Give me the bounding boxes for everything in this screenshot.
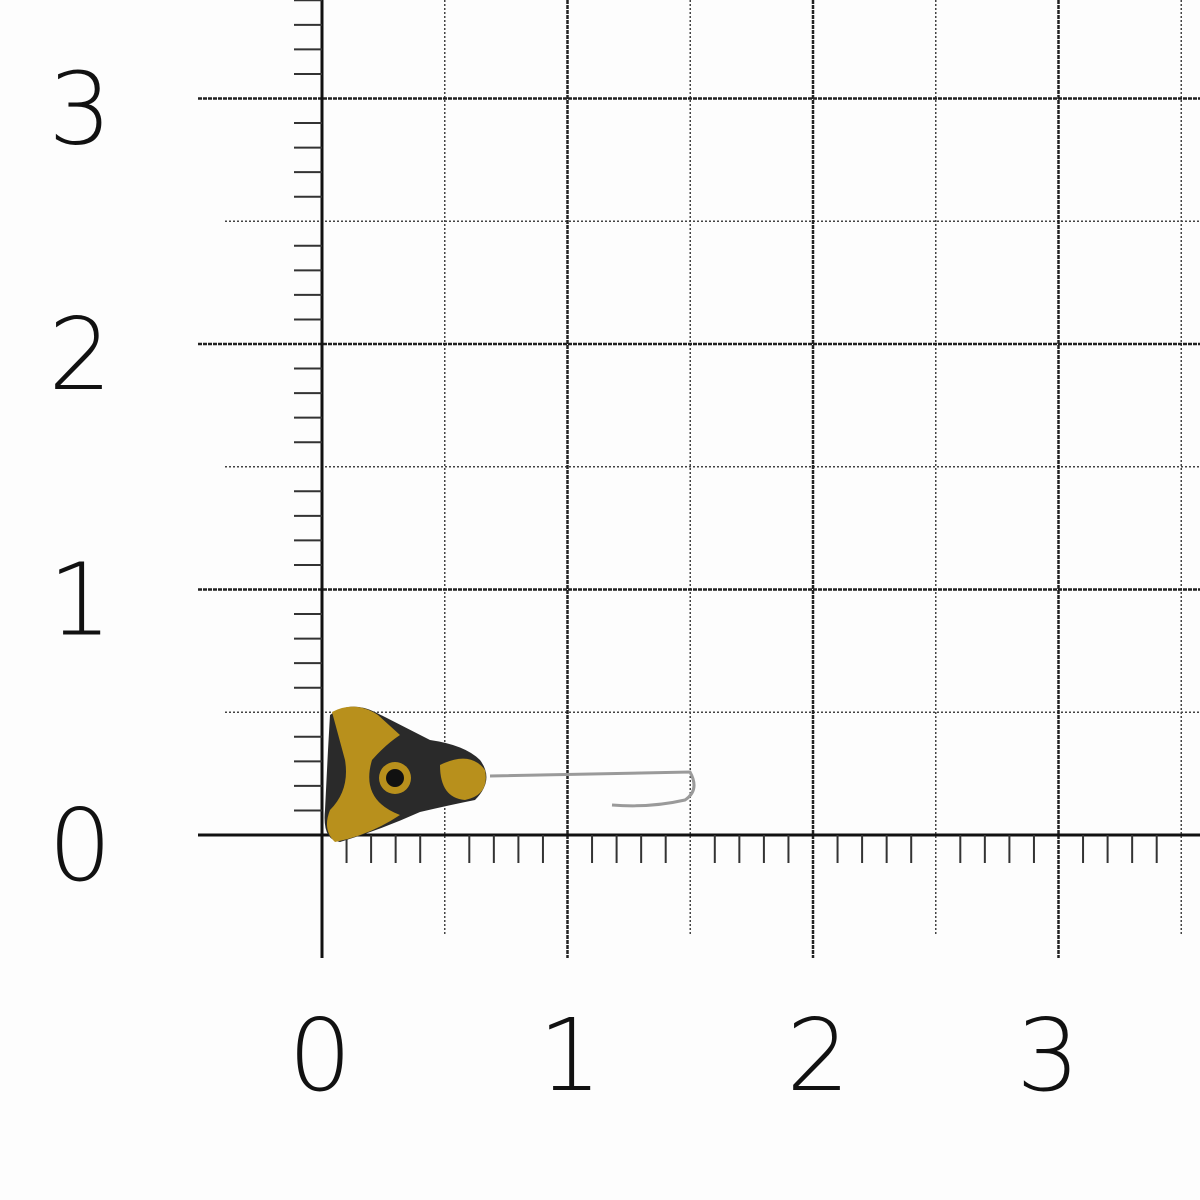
x-axis-label: 2 [786,997,850,1114]
y-axis-label: 0 [48,787,112,904]
hook-wire [489,770,696,808]
jig-gold-nose [440,758,486,800]
x-axis-label: 0 [288,997,352,1114]
y-axis-label: 2 [48,296,112,413]
x-axis-label: 3 [1016,997,1080,1114]
y-axis-label: 1 [48,542,112,659]
y-axis-label: 3 [48,51,112,168]
jig-eye [386,769,404,787]
jig-gold-face [326,706,400,842]
x-axis-label: 1 [538,997,602,1114]
